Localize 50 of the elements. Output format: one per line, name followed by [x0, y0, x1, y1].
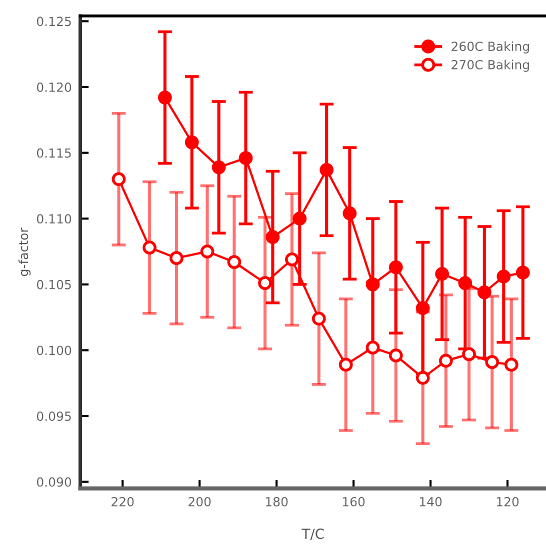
point [366, 340, 380, 355]
point [170, 251, 184, 266]
x-tick-label: 120 [496, 496, 519, 506]
x-tick-label: 160 [342, 496, 365, 506]
y-tick-label: 0.090 [36, 477, 72, 487]
y-tick-label: 0.105 [36, 280, 71, 290]
point [227, 255, 242, 269]
point [485, 355, 500, 370]
point [504, 358, 518, 372]
point [320, 162, 334, 177]
point [112, 172, 126, 186]
point [438, 354, 453, 368]
point [458, 276, 472, 290]
y-tick-label: 0.100 [36, 346, 72, 356]
y-tick-label: 0.095 [36, 411, 71, 421]
point [312, 312, 326, 326]
point [184, 135, 199, 150]
point [435, 266, 450, 281]
point [258, 276, 272, 290]
point [338, 358, 353, 372]
point [516, 266, 530, 280]
y-tick-label: 0.120 [36, 82, 72, 92]
point [200, 244, 214, 258]
point [366, 277, 380, 292]
point [342, 206, 357, 220]
point [285, 252, 299, 266]
point [416, 301, 430, 316]
point [212, 160, 226, 174]
point [266, 230, 280, 244]
point [477, 285, 492, 300]
point [416, 370, 430, 385]
point [142, 240, 156, 255]
y-tick-label: 0.110 [36, 214, 72, 224]
y-tick-label: 0.125 [36, 16, 71, 26]
y-axis-title: g-factor [18, 228, 31, 276]
point [292, 212, 307, 226]
point [496, 270, 511, 284]
point [158, 90, 172, 104]
y-tick-label: 0.115 [36, 148, 71, 158]
point [388, 260, 403, 274]
legend-label: 260C Baking [452, 41, 529, 54]
x-tick-label: 140 [420, 496, 442, 506]
point [462, 347, 476, 362]
x-tick-label: 220 [112, 496, 134, 506]
legend-label: 270C Baking [452, 60, 529, 72]
x-axis-title: T/C [302, 528, 324, 540]
x-tick-label: 200 [188, 496, 211, 506]
x-tick-label: 180 [266, 496, 288, 506]
point [388, 348, 403, 362]
point [238, 151, 253, 166]
